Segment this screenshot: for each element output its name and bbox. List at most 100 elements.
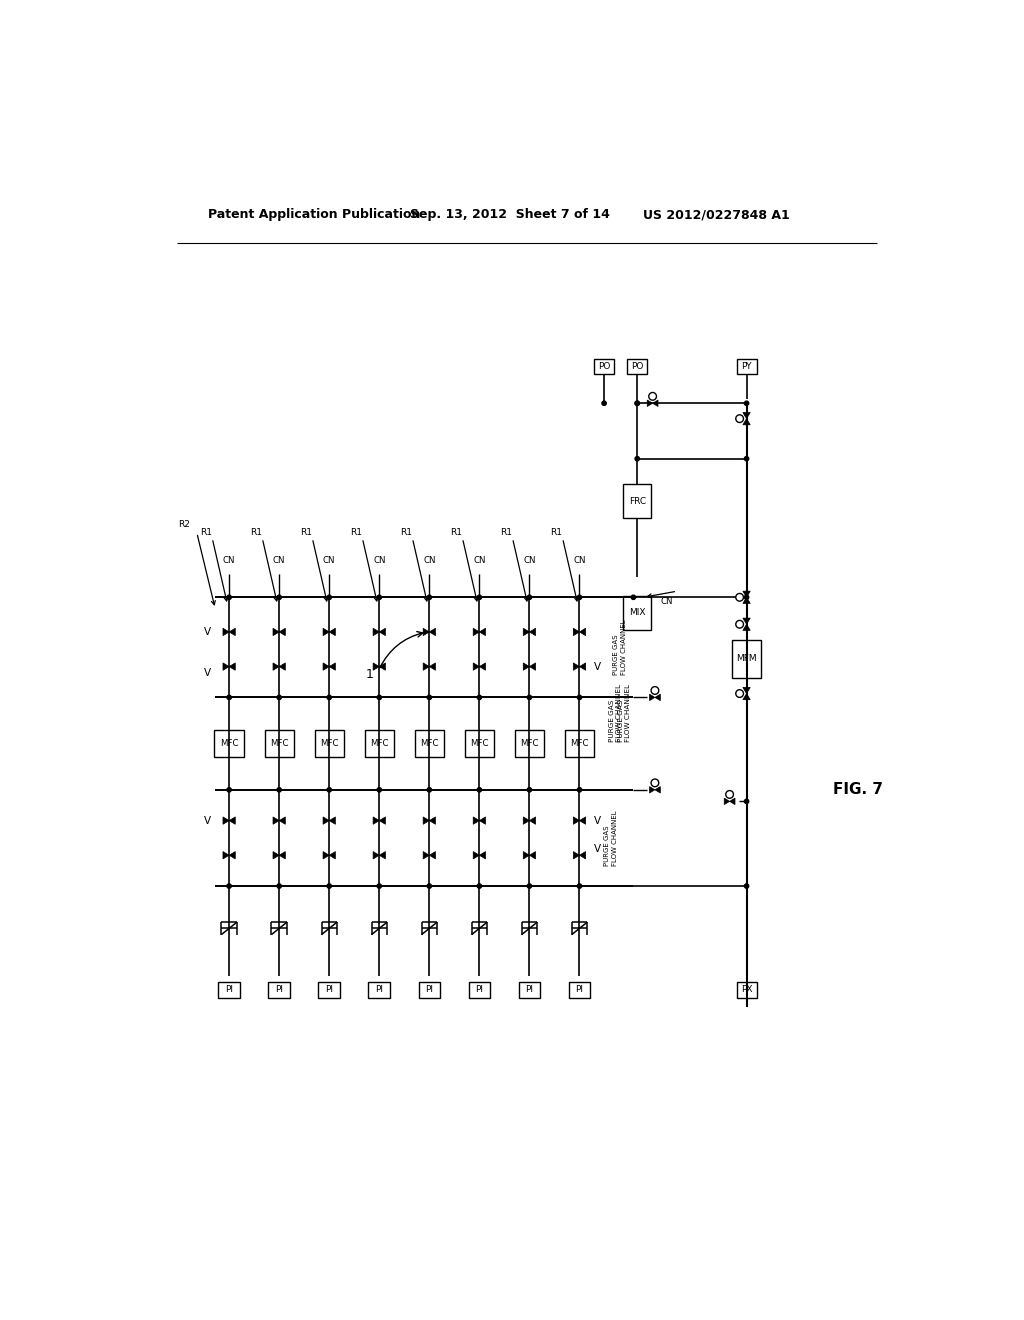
Circle shape <box>278 595 282 599</box>
Circle shape <box>649 392 656 400</box>
Circle shape <box>651 779 658 787</box>
Circle shape <box>327 788 332 792</box>
Polygon shape <box>742 693 751 700</box>
Polygon shape <box>373 817 379 824</box>
Circle shape <box>427 696 431 700</box>
Polygon shape <box>649 694 655 701</box>
Bar <box>628 359 647 374</box>
Text: V: V <box>204 668 211 677</box>
Polygon shape <box>473 851 479 859</box>
Text: PI: PI <box>575 986 584 994</box>
Text: V: V <box>204 627 211 638</box>
Bar <box>568 982 590 998</box>
Circle shape <box>377 696 381 700</box>
Text: PURGE GAS
FLOW CHANNEL: PURGE GAS FLOW CHANNEL <box>608 684 622 742</box>
Circle shape <box>427 884 431 888</box>
Text: PI: PI <box>275 986 284 994</box>
Circle shape <box>527 696 531 700</box>
Bar <box>624 595 651 630</box>
Polygon shape <box>379 628 385 636</box>
Polygon shape <box>742 412 751 418</box>
Polygon shape <box>429 851 435 859</box>
Text: MFC: MFC <box>470 739 488 748</box>
Text: MFC: MFC <box>570 739 589 748</box>
Polygon shape <box>423 663 429 671</box>
Circle shape <box>578 788 582 792</box>
Polygon shape <box>423 851 429 859</box>
Polygon shape <box>280 663 286 671</box>
Text: V: V <box>594 843 601 854</box>
Text: FRC: FRC <box>629 496 646 506</box>
Polygon shape <box>479 817 485 824</box>
Text: R2: R2 <box>178 520 190 529</box>
Polygon shape <box>379 851 385 859</box>
Polygon shape <box>373 851 379 859</box>
Circle shape <box>427 788 431 792</box>
Polygon shape <box>373 628 379 636</box>
Text: MFC: MFC <box>220 739 239 748</box>
Circle shape <box>635 457 639 461</box>
Polygon shape <box>724 799 730 805</box>
Circle shape <box>377 595 381 599</box>
Polygon shape <box>742 624 751 631</box>
Text: CN: CN <box>373 556 385 565</box>
Circle shape <box>744 884 749 888</box>
Text: PX: PX <box>740 986 753 994</box>
Bar <box>736 982 757 998</box>
Polygon shape <box>273 817 280 824</box>
Polygon shape <box>649 787 655 793</box>
Text: CN: CN <box>660 597 673 606</box>
Polygon shape <box>280 628 286 636</box>
Circle shape <box>726 791 733 799</box>
Circle shape <box>736 620 743 628</box>
Text: 1: 1 <box>366 668 373 681</box>
Text: V: V <box>594 816 601 825</box>
Circle shape <box>227 595 231 599</box>
Polygon shape <box>373 663 379 671</box>
Polygon shape <box>742 591 751 597</box>
Polygon shape <box>647 400 652 407</box>
Polygon shape <box>273 663 280 671</box>
Text: CN: CN <box>523 556 536 565</box>
Polygon shape <box>742 618 751 624</box>
Polygon shape <box>523 628 529 636</box>
Text: MFC: MFC <box>319 739 339 748</box>
Polygon shape <box>229 628 236 636</box>
Circle shape <box>744 401 749 405</box>
Circle shape <box>744 595 749 599</box>
Text: CN: CN <box>423 556 435 565</box>
Bar <box>594 359 614 374</box>
Text: FIG. 7: FIG. 7 <box>834 783 884 797</box>
Polygon shape <box>730 799 735 805</box>
Polygon shape <box>529 851 536 859</box>
Circle shape <box>227 696 231 700</box>
Circle shape <box>635 401 639 405</box>
Circle shape <box>578 595 582 599</box>
Bar <box>469 982 490 998</box>
Text: V: V <box>594 661 601 672</box>
Polygon shape <box>229 851 236 859</box>
Bar <box>264 730 294 758</box>
Text: Sep. 13, 2012  Sheet 7 of 14: Sep. 13, 2012 Sheet 7 of 14 <box>410 209 610 222</box>
Circle shape <box>278 696 282 700</box>
Circle shape <box>736 689 743 697</box>
Bar <box>268 982 290 998</box>
Polygon shape <box>655 694 660 701</box>
Polygon shape <box>429 628 435 636</box>
Polygon shape <box>273 851 280 859</box>
Polygon shape <box>580 628 586 636</box>
Polygon shape <box>523 817 529 824</box>
Bar <box>419 982 440 998</box>
Polygon shape <box>573 817 580 824</box>
Circle shape <box>635 401 639 405</box>
Circle shape <box>227 884 231 888</box>
Text: PI: PI <box>525 986 534 994</box>
Polygon shape <box>529 628 536 636</box>
Text: PI: PI <box>375 986 383 994</box>
Circle shape <box>578 696 582 700</box>
Polygon shape <box>473 663 479 671</box>
Text: MFC: MFC <box>270 739 289 748</box>
Circle shape <box>377 788 381 792</box>
Text: CN: CN <box>223 556 236 565</box>
Polygon shape <box>580 851 586 859</box>
